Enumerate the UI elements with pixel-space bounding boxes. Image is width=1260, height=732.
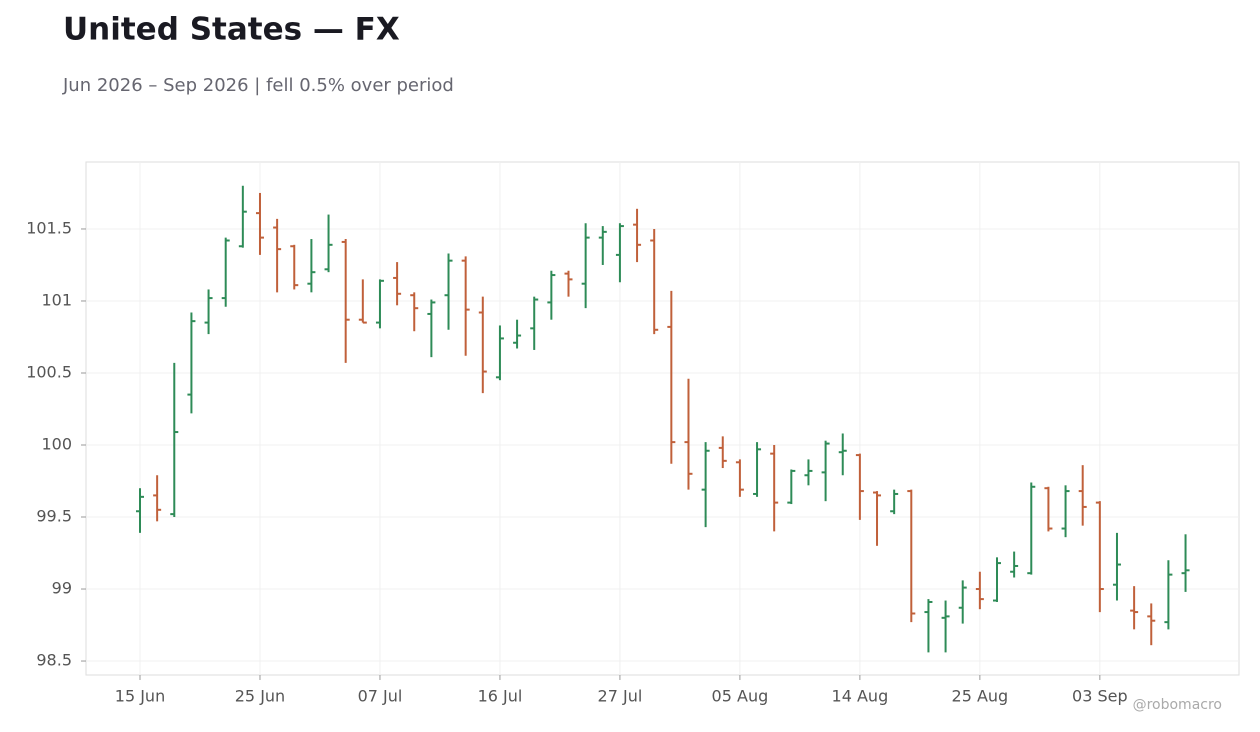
y-tick-label: 98.5 [36, 651, 72, 670]
x-tick-label: 14 Aug [832, 687, 889, 706]
y-tick-label: 101 [41, 290, 72, 309]
x-tick-label: 07 Jul [358, 687, 403, 706]
x-tick-label: 25 Jun [235, 687, 285, 706]
y-tick-label: 99 [52, 579, 72, 598]
x-tick-label: 27 Jul [598, 687, 643, 706]
y-tick-label: 101.5 [26, 218, 72, 237]
x-tick-label: 25 Aug [952, 687, 1009, 706]
plot-frame [85, 161, 1240, 676]
x-tick-label: 05 Aug [712, 687, 769, 706]
x-tick-label: 03 Sep [1072, 687, 1128, 706]
chart-subtitle: Jun 2026 – Sep 2026 | fell 0.5% over per… [62, 75, 454, 96]
y-tick-label: 100 [41, 434, 72, 453]
credit: @robomacro [1133, 697, 1222, 713]
x-tick-label: 16 Jul [478, 687, 523, 706]
y-tick-label: 99.5 [36, 507, 72, 526]
chart-title: United States — FX [63, 12, 400, 48]
y-tick-label: 100.5 [26, 362, 72, 381]
x-tick-label: 15 Jun [115, 687, 165, 706]
